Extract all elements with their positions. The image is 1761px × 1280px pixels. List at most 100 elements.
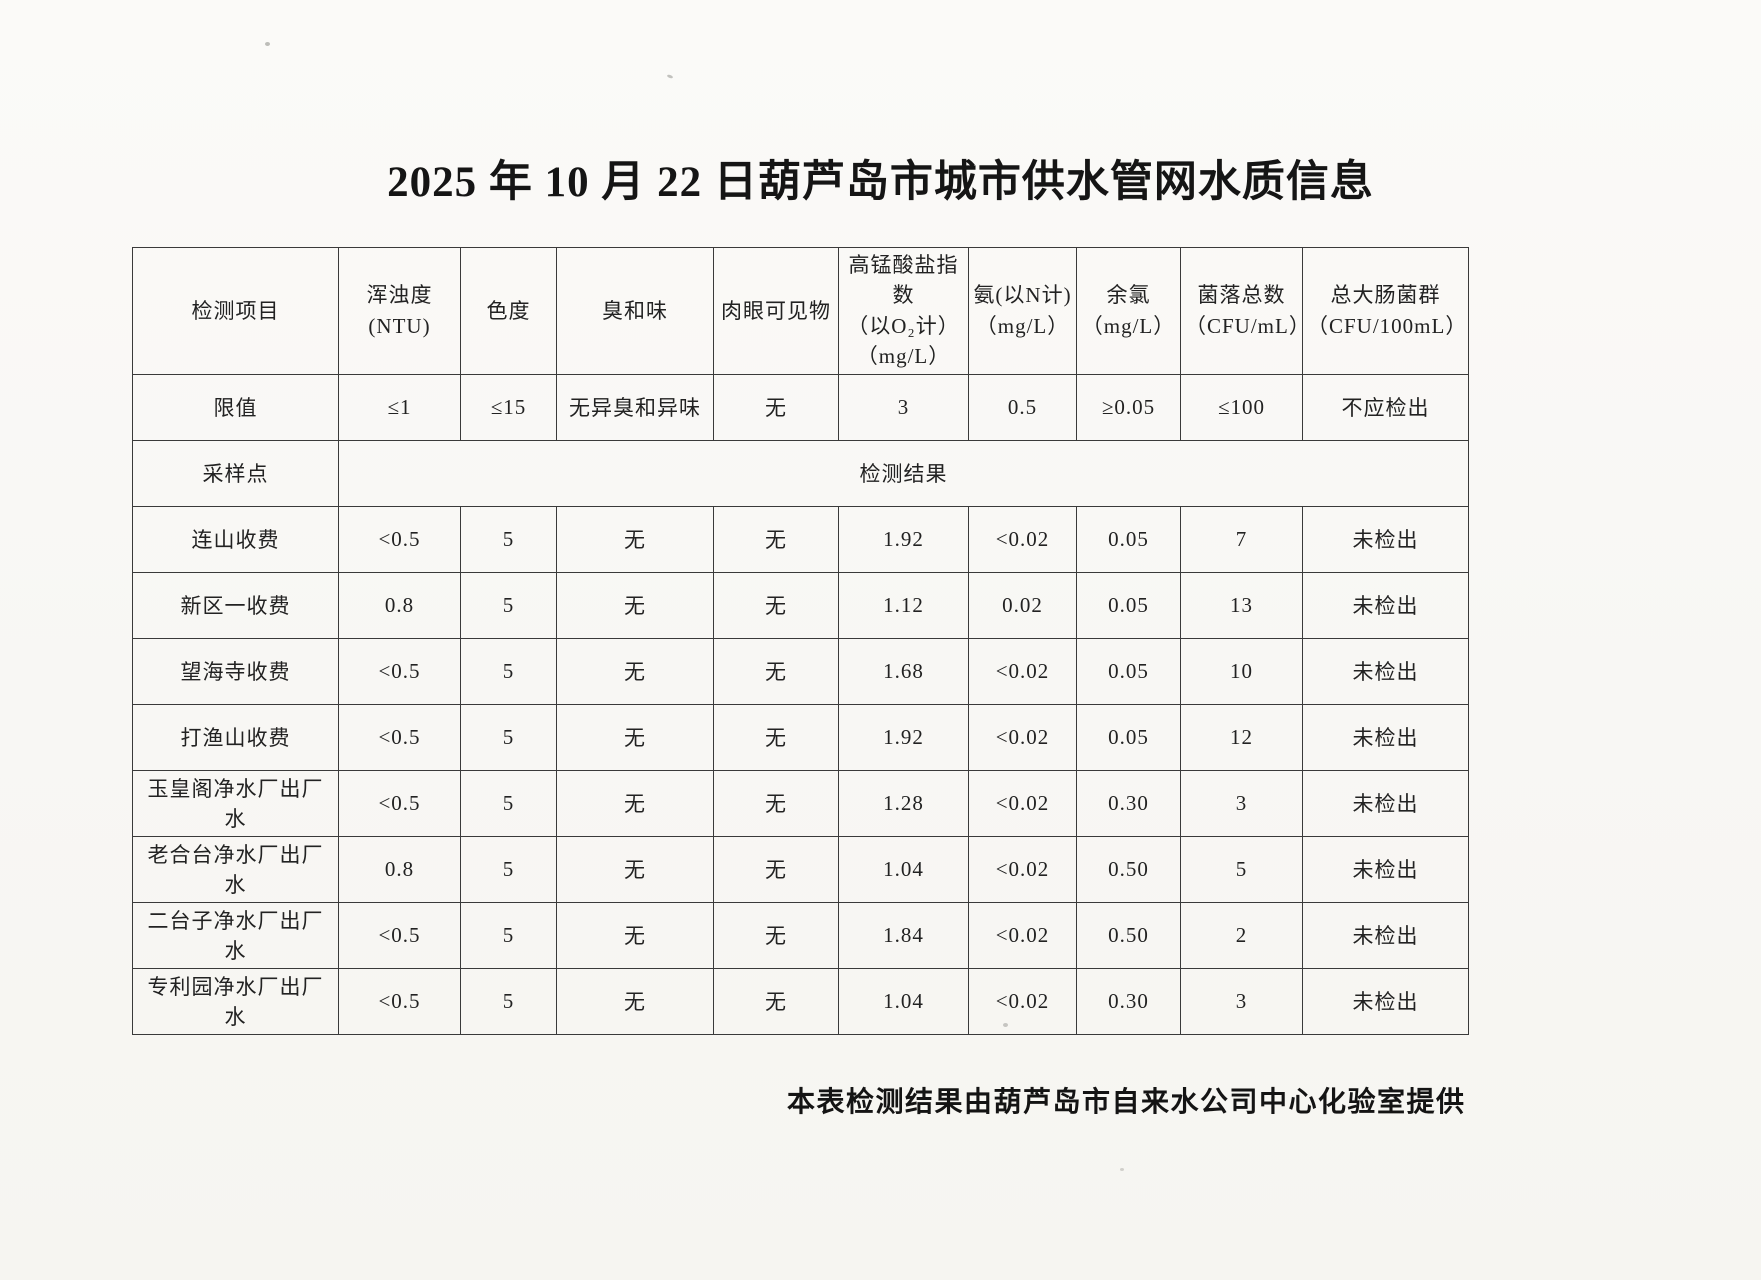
table-body: 限值 ≤1 ≤15 无异臭和异味无 3 0.5 ≥0.05 ≤100 不应检出 采样点 检测结果 连山… (132, 373, 1469, 1035)
value-cell: 5 (1180, 835, 1303, 903)
value-cell: 0.8 (338, 571, 461, 639)
column-header-visible: 肉眼可见物 (713, 247, 839, 375)
value-cell: 无 (556, 835, 714, 903)
table-row: 望海寺收费 <0.5 5 无无 1.68 <0.02 0.05 10 未检出 (132, 637, 1469, 705)
value-cell: <0.02 (968, 769, 1077, 837)
column-header-colony: 菌落总数 （CFU/mL） (1180, 247, 1311, 375)
column-header-odor: 臭和味 (556, 247, 714, 375)
table-row: 二台子净水厂出厂水 <0.5 5 无无 1.84 <0.02 0.50 2 未检出 (132, 901, 1469, 969)
scan-speck (1120, 1168, 1124, 1171)
value-cell: 无 (713, 967, 839, 1035)
value-cell: 5 (460, 505, 557, 573)
value-cell: 5 (460, 901, 557, 969)
value-cell: 无 (713, 571, 839, 639)
value-cell: 0.02 (968, 571, 1077, 639)
column-header-line: 菌落总数 (1197, 283, 1286, 308)
value-cell: <0.5 (338, 901, 461, 969)
value-cell: 5 (460, 571, 557, 639)
sampling-point-label: 采样点 (132, 439, 339, 507)
column-header-line: 肉眼可见物 (721, 298, 831, 323)
table-row: 老合台净水厂出厂水 0.8 5 无无 1.04 <0.02 0.50 5 未检出 (132, 835, 1469, 903)
site-name-cell: 新区一收费 (132, 571, 339, 639)
limit-value-cell: ≤15 (460, 373, 557, 441)
column-header-line: 高锰酸盐指数 (848, 253, 959, 308)
value-cell: 10 (1180, 637, 1303, 705)
value-cell: 未检出 (1302, 901, 1469, 969)
value-cell: <0.5 (338, 505, 461, 573)
scan-speck (265, 42, 270, 46)
value-cell: 无 (713, 703, 839, 771)
table-row: 新区一收费 0.8 5 无无 1.12 0.02 0.05 13 未检出 (132, 571, 1469, 639)
value-cell: 0.05 (1076, 703, 1181, 771)
column-header-line: （CFU/mL） (1185, 313, 1311, 338)
detection-result-label: 检测结果 (338, 439, 1469, 507)
page-title: 2025 年 10 月 22 日葫芦岛市城市供水管网水质信息 (387, 158, 1374, 206)
limit-value-cell: 0.5 (968, 373, 1077, 441)
value-cell: <0.02 (968, 505, 1077, 573)
column-header-chlorine: 余氯 （mg/L） (1076, 247, 1181, 375)
column-header-coliform: 总大肠菌群 （CFU/100mL） (1302, 247, 1469, 375)
value-cell: 12 (1180, 703, 1303, 771)
column-header-line: 浑浊度(NTU) (366, 283, 433, 338)
footer-note: 本表检测结果由葫芦岛市自来水公司中心化验室提供 (787, 1087, 1466, 1118)
header-row: 检测项目 浑浊度(NTU) 色度 臭和味 肉眼可见物 高锰酸盐指数 （以O₂计） （mg/L）… (132, 247, 1469, 375)
column-header-line: （mg/L） (1081, 313, 1176, 338)
value-cell: 5 (460, 967, 557, 1035)
limit-value-cell: 无 (713, 373, 839, 441)
value-cell: <0.5 (338, 703, 461, 771)
value-cell: <0.02 (968, 703, 1077, 771)
column-header-line: （CFU/100mL） (1307, 313, 1468, 338)
value-cell: 无 (556, 967, 714, 1035)
site-name-cell: 连山收费 (132, 505, 339, 573)
column-header-turbidity: 浑浊度(NTU) (338, 247, 461, 375)
value-cell: 无 (713, 835, 839, 903)
value-cell: 无 (556, 703, 714, 771)
value-cell: <0.02 (968, 901, 1077, 969)
scan-speck (666, 74, 674, 79)
value-cell: 无 (713, 637, 839, 705)
value-cell: 1.28 (838, 769, 969, 837)
limit-value-cell: ≥0.05 (1076, 373, 1181, 441)
column-header-line: 总大肠菌群 (1330, 283, 1441, 308)
table-row: 连山收费 <0.5 5 无无 1.92 <0.02 0.05 7 未检出 (132, 505, 1469, 573)
table-row: 专利园净水厂出厂水 <0.5 5 无无 1.04 <0.02 0.30 3 未检出 (132, 967, 1469, 1035)
value-cell: 1.12 (838, 571, 969, 639)
value-cell: 0.30 (1076, 769, 1181, 837)
value-cell: 1.92 (838, 703, 969, 771)
column-header-line: （mg/L） (856, 344, 951, 369)
column-header-line: 余氯 (1106, 283, 1151, 308)
site-name-cell: 专利园净水厂出厂水 (132, 967, 339, 1035)
value-cell: 无 (556, 571, 714, 639)
limit-value-cell: 不应检出 (1302, 373, 1469, 441)
value-cell: 1.04 (838, 967, 969, 1035)
site-name-cell: 玉皇阁净水厂出厂水 (132, 769, 339, 837)
limit-value-cell: ≤100 (1180, 373, 1303, 441)
column-header-line: 检测项目 (191, 298, 280, 323)
table-head: 检测项目 浑浊度(NTU) 色度 臭和味 肉眼可见物 高锰酸盐指数 （以O₂计） （mg/L）… (132, 247, 1469, 375)
value-cell: <0.02 (968, 835, 1077, 903)
value-cell: 2 (1180, 901, 1303, 969)
value-cell: 未检出 (1302, 637, 1469, 705)
sampling-row: 采样点 检测结果 (132, 439, 1469, 507)
value-cell: 未检出 (1302, 835, 1469, 903)
value-cell: 未检出 (1302, 703, 1469, 771)
value-cell: <0.02 (968, 967, 1077, 1035)
value-cell: 0.50 (1076, 901, 1181, 969)
value-cell: 无 (713, 505, 839, 573)
value-cell: <0.5 (338, 967, 461, 1035)
column-header-line: （以O₂计） (847, 313, 960, 338)
column-header-line: 氨(以N计) (973, 283, 1072, 308)
column-header-ammonia: 氨(以N计) （mg/L） (968, 247, 1077, 375)
column-header-line: 色度 (486, 298, 531, 323)
value-cell: 1.84 (838, 901, 969, 969)
value-cell: 1.92 (838, 505, 969, 573)
value-cell: 0.05 (1076, 637, 1181, 705)
value-cell: 1.68 (838, 637, 969, 705)
site-name-cell: 二台子净水厂出厂水 (132, 901, 339, 969)
value-cell: 0.05 (1076, 505, 1181, 573)
site-name-cell: 望海寺收费 (132, 637, 339, 705)
column-header-item: 检测项目 (132, 247, 339, 375)
column-header-line: （mg/L） (975, 313, 1070, 338)
scan-speck (1003, 1023, 1008, 1027)
